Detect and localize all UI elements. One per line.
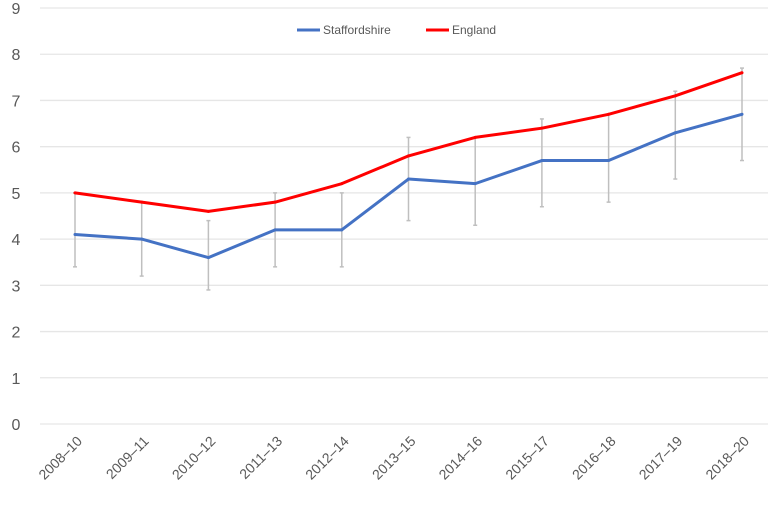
y-tick-label: 1 xyxy=(12,371,21,388)
y-tick-label: 4 xyxy=(12,232,21,249)
x-tick-label: 2008–10 xyxy=(35,433,85,483)
y-tick-label: 9 xyxy=(12,1,21,18)
data-point xyxy=(473,135,477,139)
legend-label-staffordshire: Staffordshire xyxy=(323,23,391,37)
x-tick-label: 2011–13 xyxy=(236,433,285,482)
legend-label-england: England xyxy=(452,23,496,37)
data-point xyxy=(273,228,277,232)
data-point xyxy=(73,191,77,195)
data-point xyxy=(273,200,277,204)
gridlines xyxy=(40,7,768,425)
data-point xyxy=(140,237,144,241)
data-point xyxy=(673,131,677,135)
x-tick-label: 2009–11 xyxy=(103,433,152,482)
data-point xyxy=(473,182,477,186)
data-point xyxy=(740,71,744,75)
data-point xyxy=(140,200,144,204)
data-point xyxy=(540,159,544,163)
data-point xyxy=(407,177,410,181)
x-tick-label: 2010–12 xyxy=(169,433,219,483)
x-tick-label: 2016–18 xyxy=(569,433,619,483)
x-tick-label: 2012–14 xyxy=(302,433,352,483)
y-tick-label: 8 xyxy=(12,47,21,64)
x-tick-label: 2017–19 xyxy=(636,433,686,483)
y-tick-label: 2 xyxy=(12,325,21,342)
data-point xyxy=(607,112,611,116)
x-tick-label: 2013–15 xyxy=(369,433,419,483)
data-point xyxy=(206,256,210,260)
y-tick-label: 3 xyxy=(12,278,21,295)
data-point xyxy=(206,209,210,213)
data-point xyxy=(340,228,344,232)
y-tick-label: 0 xyxy=(12,417,21,434)
data-point xyxy=(540,126,544,130)
y-axis-ticks: 0 1 2 3 4 5 6 7 8 9 xyxy=(12,1,21,434)
y-tick-label: 5 xyxy=(12,186,21,203)
legend: Staffordshire England xyxy=(297,23,496,37)
data-point xyxy=(407,154,410,158)
x-tick-label: 2014–16 xyxy=(435,433,485,483)
series-lines xyxy=(73,71,744,260)
data-point xyxy=(607,159,611,163)
x-tick-label: 2015–17 xyxy=(502,433,552,483)
data-point xyxy=(740,112,744,116)
y-tick-label: 6 xyxy=(12,140,21,157)
x-axis-ticks: 2008–10 2009–11 2010–12 2011–13 2012–14 2013–… xyxy=(35,433,752,483)
data-point xyxy=(73,232,77,236)
data-point xyxy=(673,94,677,98)
x-tick-label: 2018–20 xyxy=(702,433,752,483)
y-tick-label: 7 xyxy=(12,93,21,110)
data-point xyxy=(340,182,344,186)
